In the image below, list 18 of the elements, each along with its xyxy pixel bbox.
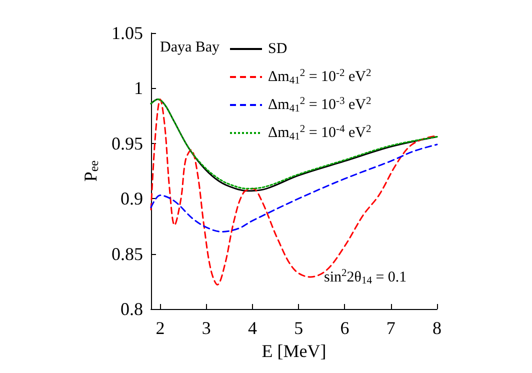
x-tick-label: 2 <box>156 318 165 338</box>
y-axis-title: Pee <box>80 160 102 182</box>
y-tick-label: 0.85 <box>112 244 143 264</box>
x-tick-label: 5 <box>294 318 304 338</box>
x-tick-label: 4 <box>248 318 257 338</box>
y-tick-label: 1.05 <box>112 23 143 43</box>
x-tick-label: 7 <box>386 318 396 338</box>
y-tick-label: 1 <box>134 78 143 98</box>
x-tick-label: 3 <box>202 318 211 338</box>
line-series <box>150 144 438 232</box>
legend-label: SD <box>268 41 288 57</box>
x-axis-title: E [MeV] <box>262 340 326 361</box>
x-tick-label: 8 <box>432 318 442 338</box>
y-tick-label: 0.9 <box>120 188 143 209</box>
annotation: Daya Bay <box>160 40 220 56</box>
x-tick-label: 6 <box>340 318 350 338</box>
y-tick-label: 0.8 <box>120 299 143 319</box>
y-tick-label: 0.95 <box>112 133 143 154</box>
